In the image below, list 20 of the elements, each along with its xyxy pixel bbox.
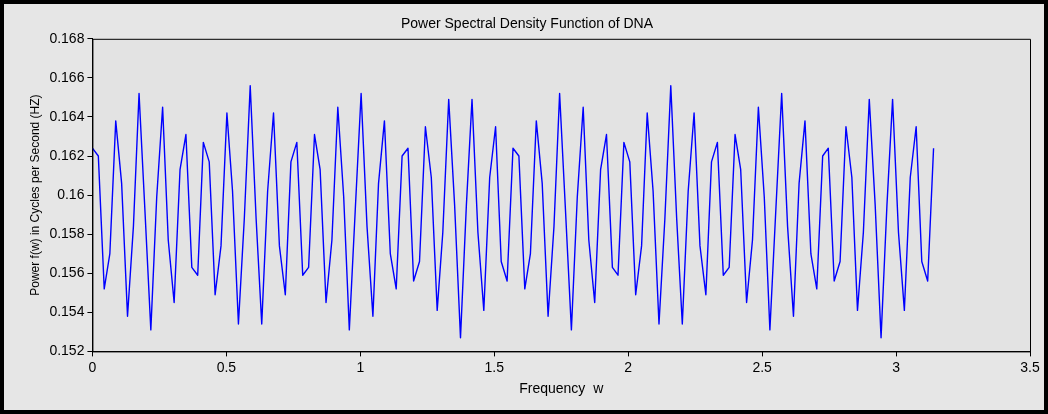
x-tick-label: 2.5 — [752, 358, 773, 375]
y-tick-label: 0.16 — [57, 185, 85, 202]
y-tick-label: 0.154 — [49, 303, 85, 320]
y-tick-label: 0.156 — [49, 264, 85, 281]
x-tick-label: 0.5 — [216, 358, 237, 375]
x-tick-label: 3.5 — [1020, 358, 1040, 375]
x-tick-label: 2 — [624, 358, 633, 375]
y-tick-label: 0.168 — [49, 29, 85, 46]
x-tick-label: 1.5 — [484, 358, 505, 375]
x-tick-label: 0 — [88, 358, 97, 375]
y-tick-label: 0.164 — [49, 107, 85, 124]
x-axis-title: Frequency w — [519, 380, 605, 397]
y-axis-title: Power f(w) in Cycles per Second (HZ) — [27, 94, 42, 296]
y-tick-label: 0.158 — [49, 225, 85, 242]
y-tick-label: 0.162 — [49, 146, 85, 163]
chart-title: Power Spectral Density Function of DNA — [400, 15, 654, 32]
y-tick-label: 0.152 — [49, 342, 85, 359]
x-tick-label: 3 — [892, 358, 901, 375]
y-tick-label: 0.166 — [49, 68, 85, 85]
x-tick-label: 1 — [356, 358, 365, 375]
